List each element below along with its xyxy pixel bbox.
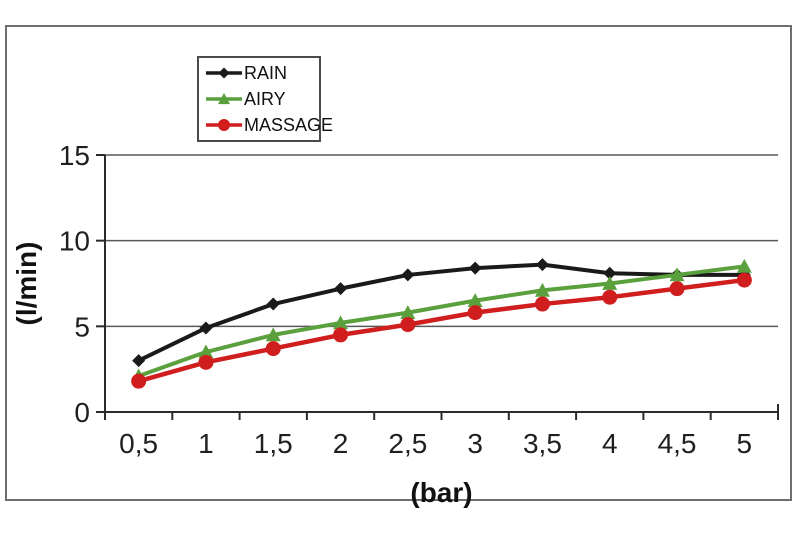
legend-item-airy: AIRY [206, 87, 319, 111]
x-tick-label: 1 [198, 428, 214, 459]
x-tick-label: 2,5 [388, 428, 427, 459]
x-tick-label: 3,5 [523, 428, 562, 459]
legend-marker-circle [218, 119, 230, 131]
data-point-massage [669, 281, 685, 297]
y-tick-label: 15 [59, 140, 90, 171]
data-point-rain [603, 266, 617, 280]
data-point-massage [467, 305, 483, 321]
chart-frame [5, 25, 792, 501]
legend-swatch-svg [206, 93, 242, 105]
x-tick-label: 4 [602, 428, 618, 459]
legend-item-rain: RAIN [206, 61, 319, 85]
data-point-massage [534, 296, 550, 312]
data-point-airy [534, 282, 550, 297]
y-tick-label: 5 [74, 311, 90, 342]
data-point-massage [265, 341, 281, 357]
data-point-rain [334, 282, 348, 296]
legend-swatch-svg [206, 67, 242, 79]
x-tick-label: 4,5 [658, 428, 697, 459]
data-point-airy [333, 315, 349, 330]
data-point-rain [401, 268, 415, 282]
x-tick-label: 3 [467, 428, 483, 459]
data-point-rain [132, 354, 146, 368]
massage-line-marker-icon [206, 117, 242, 133]
legend-item-massage: MASSAGE [206, 113, 333, 137]
y-tick-label: 0 [74, 397, 90, 428]
series-line-rain [136, 262, 747, 363]
airy-line-marker-icon [206, 91, 242, 107]
x-axis-title: (bar) [410, 477, 472, 508]
legend-label-massage: MASSAGE [244, 114, 334, 135]
y-axis-title: (l/min) [11, 242, 42, 326]
x-tick-label: 2 [333, 428, 349, 459]
x-tick-label: 1,5 [254, 428, 293, 459]
data-point-airy [602, 276, 618, 290]
legend-marker-triangle [218, 93, 230, 105]
series-line-airy [136, 264, 747, 379]
data-point-massage [131, 373, 147, 389]
data-point-airy [467, 293, 483, 308]
series-line-massage [136, 277, 747, 384]
legend-swatch-svg [206, 119, 242, 131]
y-tick-label: 10 [59, 226, 90, 257]
data-point-airy [198, 344, 214, 359]
data-point-airy [669, 267, 685, 282]
data-point-airy [736, 258, 752, 273]
legend-marker-diamond [218, 67, 230, 79]
x-tick-label: 5 [737, 428, 753, 459]
legend-label-airy: AIRY [244, 88, 286, 109]
data-point-rain [468, 261, 482, 275]
legend-label-rain: RAIN [244, 62, 288, 83]
x-tick-label: 0,5 [119, 428, 158, 459]
rain-line-marker-icon [206, 65, 242, 81]
data-point-rain [266, 297, 280, 311]
data-point-massage [400, 317, 416, 333]
data-point-rain [535, 258, 549, 272]
data-point-rain [199, 321, 213, 335]
data-point-massage [736, 272, 752, 288]
data-point-airy [400, 305, 416, 320]
data-point-airy [265, 327, 281, 342]
data-point-massage [602, 289, 618, 305]
data-point-massage [198, 354, 214, 370]
data-point-massage [333, 327, 349, 343]
legend-box: RAIN AIRY MASSAGE [197, 56, 333, 142]
